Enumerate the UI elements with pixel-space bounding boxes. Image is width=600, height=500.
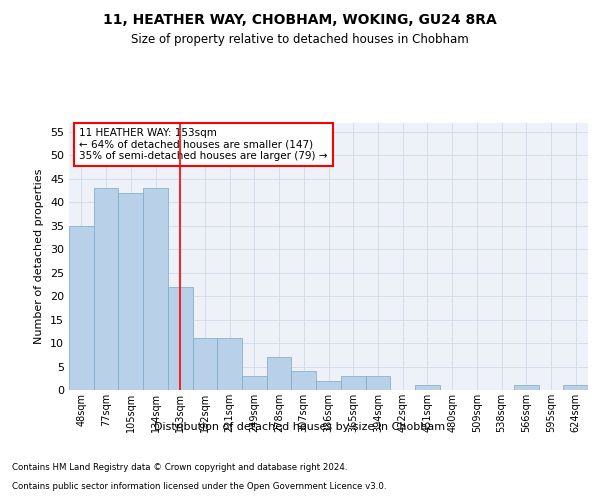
Text: Contains public sector information licensed under the Open Government Licence v3: Contains public sector information licen…	[12, 482, 386, 491]
Bar	[415, 386, 440, 390]
Text: Size of property relative to detached houses in Chobham: Size of property relative to detached ho…	[131, 32, 469, 46]
Text: Contains HM Land Registry data © Crown copyright and database right 2024.: Contains HM Land Registry data © Crown c…	[12, 464, 347, 472]
Bar	[242, 376, 267, 390]
Y-axis label: Number of detached properties: Number of detached properties	[34, 168, 44, 344]
Bar	[118, 193, 143, 390]
Bar	[365, 376, 390, 390]
Bar	[563, 386, 588, 390]
Bar	[267, 357, 292, 390]
Text: Distribution of detached houses by size in Chobham: Distribution of detached houses by size …	[154, 422, 446, 432]
Bar	[316, 380, 341, 390]
Text: 11, HEATHER WAY, CHOBHAM, WOKING, GU24 8RA: 11, HEATHER WAY, CHOBHAM, WOKING, GU24 8…	[103, 12, 497, 26]
Bar	[292, 371, 316, 390]
Bar	[168, 287, 193, 390]
Bar	[193, 338, 217, 390]
Bar	[69, 226, 94, 390]
Text: 11 HEATHER WAY: 153sqm
← 64% of detached houses are smaller (147)
35% of semi-de: 11 HEATHER WAY: 153sqm ← 64% of detached…	[79, 128, 328, 161]
Bar	[217, 338, 242, 390]
Bar	[341, 376, 365, 390]
Bar	[143, 188, 168, 390]
Bar	[94, 188, 118, 390]
Bar	[514, 386, 539, 390]
